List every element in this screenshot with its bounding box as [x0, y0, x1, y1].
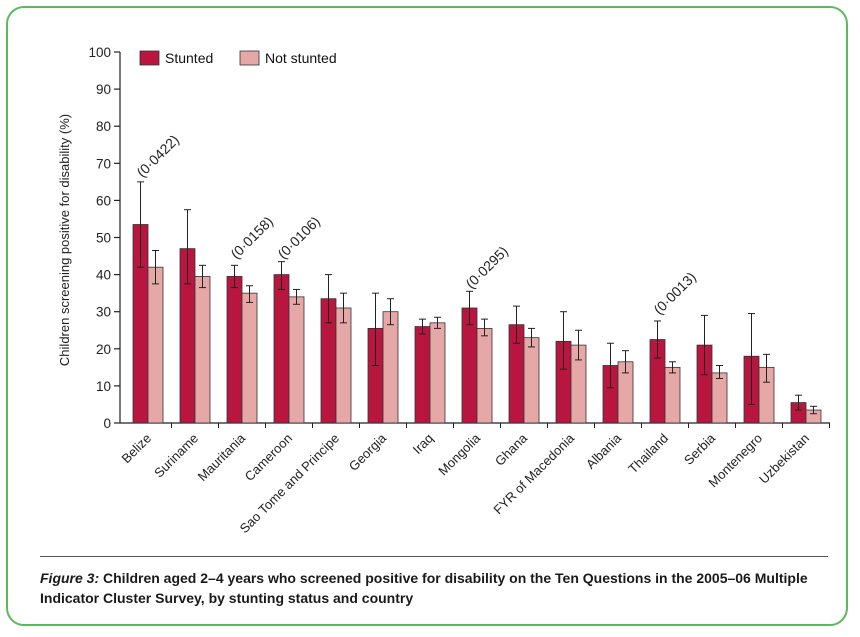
- y-tick-label: 10: [96, 379, 111, 394]
- y-tick-label: 80: [96, 119, 111, 134]
- bars: [132, 181, 822, 424]
- caption-divider: [40, 556, 828, 557]
- p-value-annotation: (0·0106): [274, 213, 323, 262]
- figure-label: Figure 3:: [40, 570, 100, 586]
- y-tick-label: 100: [88, 45, 111, 60]
- legend-swatch-stunted: [139, 50, 160, 66]
- bar-stunted-mauritania: [226, 276, 243, 424]
- figure-caption: Figure 3: Children aged 2–4 years who sc…: [40, 568, 830, 608]
- y-tick-label: 30: [96, 305, 111, 320]
- bar-not-stunted-mongolia: [476, 327, 493, 424]
- y-tick-label: 70: [96, 156, 111, 171]
- bar-not-stunted-belize: [147, 266, 164, 424]
- y-axis-label: Children screening positive for disabili…: [57, 114, 72, 366]
- bar-stunted-cameroon: [273, 274, 290, 424]
- y-tick-label: 20: [96, 342, 111, 357]
- bar-not-stunted-iraq: [429, 322, 446, 424]
- y-tick-label: 40: [96, 268, 111, 283]
- category-label: Uzbekistan: [756, 431, 812, 487]
- bar-chart: 0 10 20 30 40 50 60 70 80 90 100 BelizeSurinameMau…: [57, 45, 830, 536]
- y-tick-label: 90: [96, 82, 111, 97]
- annotations: (0·0422) (0·0158)(0·0106) (0·0295) (0·0013): [133, 132, 699, 318]
- bar-not-stunted-mauritania: [241, 292, 258, 424]
- category-label: Iraq: [410, 431, 436, 457]
- bar-not-stunted-sao-tome-and-principe: [335, 307, 352, 424]
- category-label: Thailand: [625, 431, 671, 477]
- p-value-annotation: (0·0158): [227, 213, 276, 262]
- legend: Stunted Not stunted: [139, 50, 337, 66]
- p-value-annotation: (0·0295): [462, 243, 511, 292]
- legend-label: Stunted: [165, 50, 213, 66]
- bar-stunted-iraq: [414, 326, 431, 424]
- category-label: Ghana: [492, 430, 531, 469]
- category-label: Albania: [583, 430, 625, 472]
- p-value-annotation: (0·0422): [133, 132, 182, 181]
- bar-not-stunted-serbia: [711, 372, 728, 424]
- y-tick-label: 60: [96, 193, 111, 208]
- bar-not-stunted-georgia: [382, 311, 399, 424]
- category-label: FYR of Macedonia: [490, 430, 577, 517]
- category-label: Georgia: [346, 430, 390, 474]
- category-label: Belize: [118, 431, 154, 467]
- category-label: Serbia: [681, 430, 719, 468]
- bar-not-stunted-ghana: [523, 337, 540, 424]
- y-tick-label: 0: [103, 416, 111, 431]
- legend-label: Not stunted: [265, 50, 337, 66]
- category-label: Mauritania: [195, 430, 249, 484]
- category-label: Suriname: [151, 431, 201, 481]
- bar-not-stunted-cameroon: [288, 296, 305, 424]
- bar-not-stunted-suriname: [194, 276, 211, 424]
- y-tick-label: 50: [96, 231, 111, 246]
- bar-stunted-mongolia: [461, 307, 478, 424]
- p-value-annotation: (0·0013): [650, 269, 699, 318]
- caption-text: Children aged 2–4 years who screened pos…: [40, 570, 808, 606]
- bar-not-stunted-thailand: [664, 366, 681, 424]
- legend-swatch-not-stunted: [239, 50, 260, 66]
- category-label: Mongolia: [435, 430, 483, 478]
